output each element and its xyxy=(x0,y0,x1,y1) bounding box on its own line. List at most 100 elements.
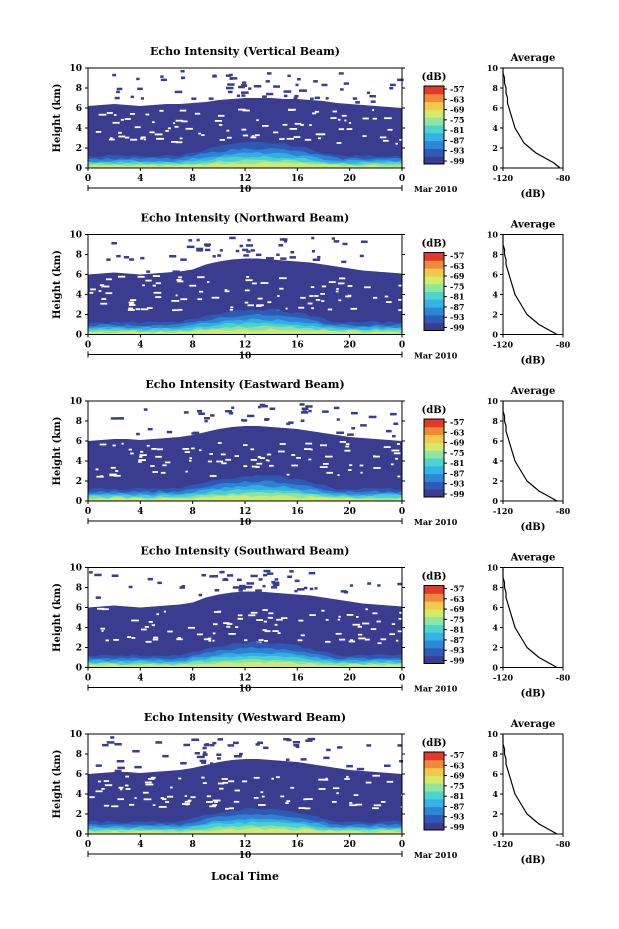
echo-gap xyxy=(274,623,278,626)
x-tick-label: 12 xyxy=(239,174,252,184)
echo-gap xyxy=(220,453,226,456)
echo-speckle xyxy=(250,249,255,252)
echo-gap xyxy=(260,282,269,284)
average-y-tick-label: 10 xyxy=(487,230,499,240)
echo-gap xyxy=(143,798,152,801)
echo-gap xyxy=(140,450,144,453)
echo-speckle xyxy=(264,418,270,421)
y-axis-label: Height (km) xyxy=(52,250,63,319)
echo-gap xyxy=(337,118,341,121)
echo-gap xyxy=(377,642,382,645)
echo-speckle xyxy=(356,767,365,771)
y-tick-label: 2 xyxy=(76,644,82,654)
echo-speckle xyxy=(228,412,234,415)
average-title: Average xyxy=(510,220,556,231)
echo-gap xyxy=(332,110,338,113)
echo-gap xyxy=(228,780,235,783)
echo-region xyxy=(88,759,402,834)
echo-speckle xyxy=(181,585,185,588)
echo-gap xyxy=(298,306,305,309)
echo-gap xyxy=(98,780,101,783)
echo-gap xyxy=(138,460,142,463)
colorbar-tick-label: -75 xyxy=(450,281,464,291)
echo-gap xyxy=(194,112,201,115)
echo-gap xyxy=(146,444,150,447)
x-tick-label: 4 xyxy=(137,174,143,184)
echo-gap xyxy=(293,136,301,138)
colorbar-segment xyxy=(424,86,444,95)
echo-speckle xyxy=(233,755,242,758)
date-label: Mar 2010 xyxy=(414,850,458,860)
echo-gap xyxy=(167,795,174,798)
echo-gap xyxy=(346,775,349,778)
echo-gap xyxy=(229,807,235,810)
colorbar-tick-label: -69 xyxy=(450,604,465,614)
echo-speckle xyxy=(210,762,214,765)
echo-gap xyxy=(286,137,295,140)
panel-title: Echo Intensity (Southward Beam) xyxy=(141,545,350,558)
echo-gap xyxy=(217,782,225,785)
echo-gap xyxy=(221,462,227,465)
echo-speckle xyxy=(199,759,207,763)
echo-gap xyxy=(137,275,145,278)
echo-gap xyxy=(332,787,340,790)
echo-gap xyxy=(113,639,119,641)
echo-gap xyxy=(286,800,291,803)
echo-gap xyxy=(124,136,130,139)
echo-gap xyxy=(176,638,183,641)
echo-speckle xyxy=(102,743,109,747)
colorbar-tick-label: -87 xyxy=(450,135,464,145)
echo-speckle xyxy=(293,744,300,747)
echo-speckle xyxy=(212,255,216,258)
echo-speckle xyxy=(282,238,288,241)
echo-speckle xyxy=(95,764,102,767)
colorbar-tick-label: -87 xyxy=(450,468,464,478)
colorbar-tick-label: -87 xyxy=(450,801,464,811)
echo-gap xyxy=(364,286,371,289)
average-y-tick-label: 10 xyxy=(487,729,499,739)
echo-speckle xyxy=(196,238,200,242)
echo-gap xyxy=(257,456,262,458)
echo-gap xyxy=(230,306,234,309)
echo-gap xyxy=(381,801,386,803)
colorbar-tick-label: -57 xyxy=(450,251,464,261)
echo-speckle xyxy=(257,741,264,744)
echo-speckle xyxy=(210,414,215,417)
echo-gap xyxy=(110,137,113,140)
average-y-tick-label: 0 xyxy=(492,330,498,340)
echo-gap xyxy=(241,128,247,131)
echo-gap xyxy=(315,299,321,301)
echo-gap xyxy=(164,461,171,464)
echo-gap xyxy=(206,795,212,798)
echo-gap xyxy=(362,135,367,137)
echo-gap xyxy=(372,117,377,120)
echo-speckle xyxy=(95,596,102,599)
colorbar-segment xyxy=(424,814,444,823)
echo-gap xyxy=(348,122,352,124)
echo-speckle xyxy=(262,95,267,98)
echo-gap xyxy=(347,294,352,297)
echo-gap xyxy=(330,117,337,119)
average-title: Average xyxy=(510,553,556,564)
colorbar-segment xyxy=(424,458,444,467)
echo-gap xyxy=(291,464,298,467)
colorbar-tick-label: -81 xyxy=(450,458,464,468)
panel-3: Echo Intensity (Eastward Beam) 0 2 4 6 8 10 Hei… xyxy=(52,378,571,533)
echo-gap xyxy=(305,442,313,445)
echo-speckle xyxy=(247,238,251,242)
echo-gap xyxy=(325,640,331,643)
colorbar-frame xyxy=(423,751,445,831)
echo-gap xyxy=(97,607,105,610)
x-tick-label: 0 xyxy=(399,341,405,351)
echo-speckle xyxy=(300,419,305,422)
echo-gap xyxy=(149,131,155,134)
echo-speckle xyxy=(352,97,358,100)
echo-gap xyxy=(184,800,191,803)
echo-gap xyxy=(198,132,201,135)
echo-gap xyxy=(156,613,159,616)
echo-speckle xyxy=(349,584,354,587)
echo-speckle xyxy=(263,573,268,577)
echo-gap xyxy=(217,610,222,613)
echo-gap xyxy=(163,610,166,613)
echo-speckle xyxy=(305,405,313,408)
